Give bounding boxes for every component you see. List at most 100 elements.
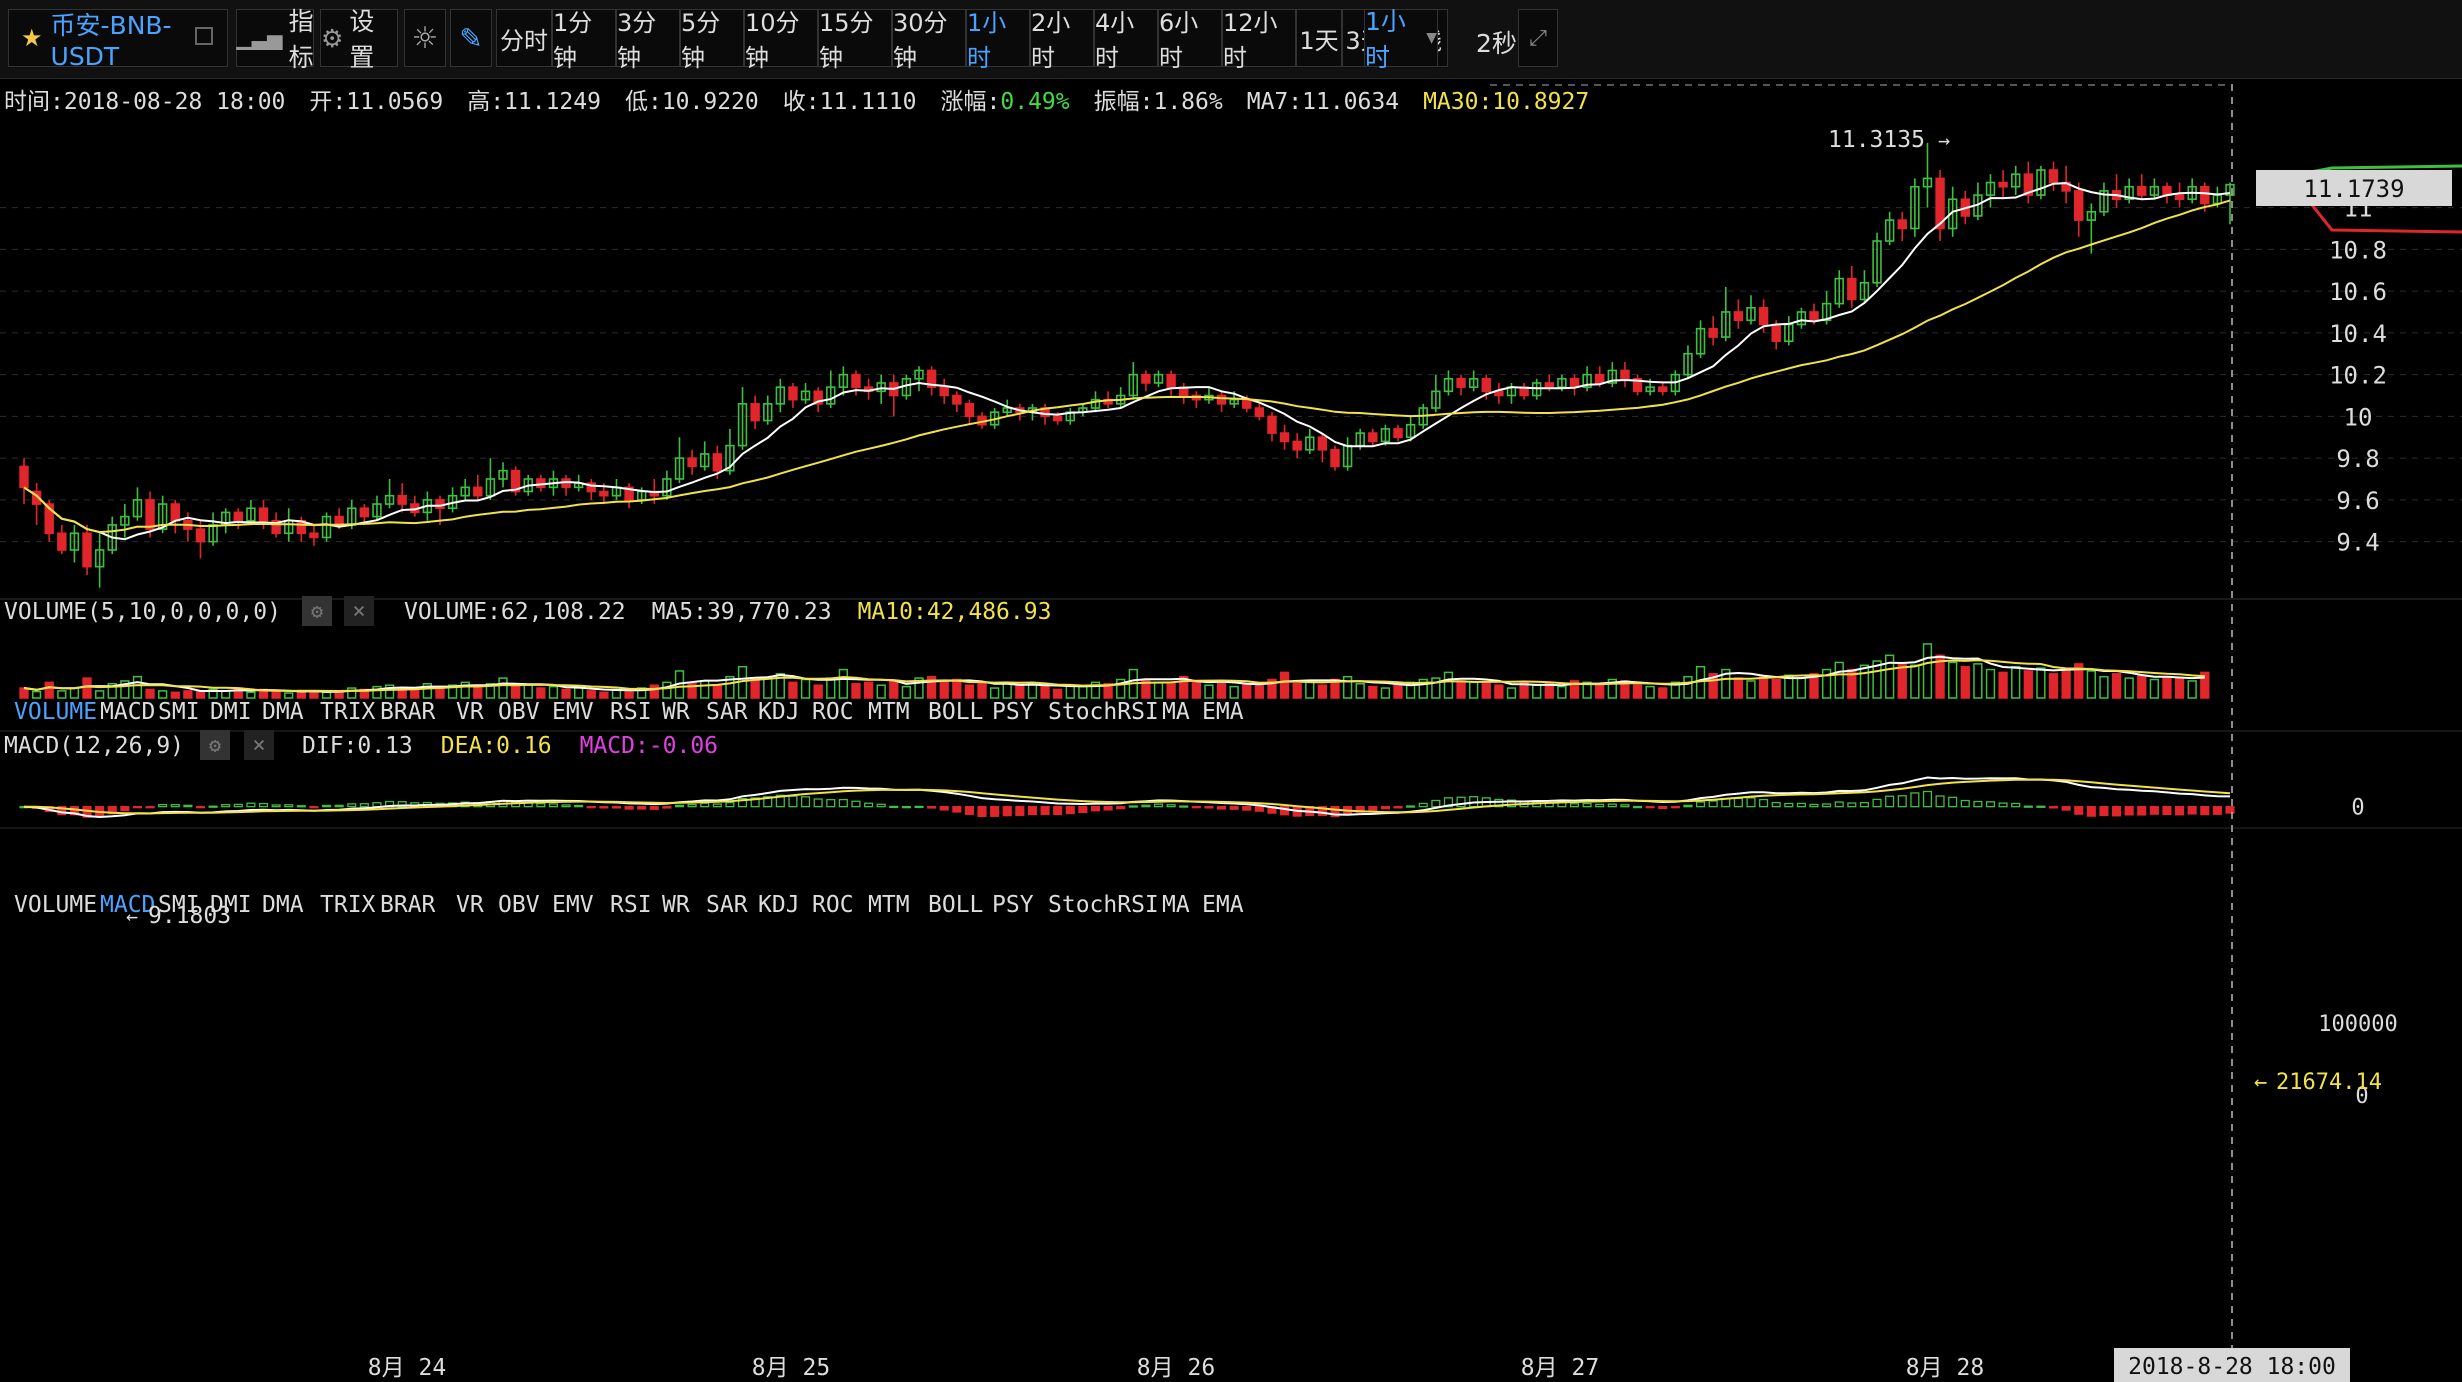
macd-tab-macd[interactable]: MACD bbox=[100, 892, 155, 918]
period-tab-3[interactable]: 5分钟 bbox=[680, 9, 744, 72]
macd-tab-obv[interactable]: OBV bbox=[498, 892, 540, 918]
candle-112 bbox=[1431, 390, 1441, 409]
volume-bar-91 bbox=[1166, 683, 1176, 699]
vol-tab-vr[interactable]: VR bbox=[456, 699, 484, 725]
macd-tab-dma[interactable]: DMA bbox=[262, 892, 304, 918]
volume-bar-163 bbox=[2074, 663, 2084, 699]
volume-bar-31 bbox=[410, 688, 420, 699]
vol-tab-mtm[interactable]: MTM bbox=[868, 699, 910, 725]
macd-tab-dmi[interactable]: DMI bbox=[210, 892, 252, 918]
candle-2 bbox=[44, 503, 54, 535]
macd-bar-84 bbox=[1078, 806, 1088, 813]
vol-tab-ma[interactable]: MA bbox=[1162, 699, 1190, 725]
macd-tab-wr[interactable]: WR bbox=[662, 892, 690, 918]
period-tab-5[interactable]: 15分钟 bbox=[818, 9, 892, 72]
macd-tab-psy[interactable]: PSY bbox=[992, 892, 1034, 918]
period-tab-11[interactable]: 12小时 bbox=[1222, 9, 1296, 72]
theme-toggle-button[interactable]: ☼ bbox=[404, 9, 446, 67]
volume-bar-10 bbox=[145, 688, 155, 699]
vol-tab-dmi[interactable]: DMI bbox=[210, 699, 252, 725]
macd-tab-trix[interactable]: TRIX bbox=[320, 892, 376, 918]
period-tab-12[interactable]: 1天 bbox=[1296, 9, 1342, 67]
macd-tab-sar[interactable]: SAR bbox=[706, 892, 748, 918]
macd-tab-brar[interactable]: BRAR bbox=[380, 892, 436, 918]
candle-99 bbox=[1267, 415, 1277, 434]
vol-tab-psy[interactable]: PSY bbox=[992, 699, 1034, 725]
candle-4 bbox=[69, 532, 80, 551]
time-tick-3: 8月 27 bbox=[1521, 1355, 1599, 1381]
vol-tab-ema[interactable]: EMA bbox=[1202, 699, 1244, 725]
volume-bar-136 bbox=[1733, 677, 1744, 699]
draw-tool-button[interactable]: ✎ bbox=[450, 9, 492, 67]
volume-close-icon[interactable]: × bbox=[344, 596, 374, 626]
indicator-button[interactable]: ▁▃▅ 指标 bbox=[236, 7, 314, 72]
period-tab-0[interactable]: 分时 bbox=[496, 9, 552, 67]
macd-bar-153 bbox=[1948, 796, 1958, 808]
period-tab-4[interactable]: 10分钟 bbox=[744, 9, 818, 72]
period-tab-8[interactable]: 2小时 bbox=[1030, 9, 1094, 72]
volume-bar-161 bbox=[2048, 673, 2059, 699]
volume-bar-85 bbox=[1090, 681, 1101, 699]
star-icon[interactable]: ★ bbox=[21, 24, 43, 52]
macd-tab-mtm[interactable]: MTM bbox=[868, 892, 910, 918]
settings-button[interactable]: ⚙ 设置 bbox=[320, 7, 398, 72]
macd-tab-rsi[interactable]: RSI bbox=[610, 892, 652, 918]
macd-tab-boll[interactable]: BOLL bbox=[928, 892, 983, 918]
macd-tab-roc[interactable]: ROC bbox=[812, 892, 854, 918]
vol-tab-volume[interactable]: VOLUME bbox=[14, 699, 97, 725]
volume-bar-75 bbox=[964, 684, 975, 699]
popout-icon[interactable] bbox=[195, 27, 213, 45]
period-tab-9[interactable]: 4小时 bbox=[1094, 9, 1158, 72]
vol-tab-dma[interactable]: DMA bbox=[262, 699, 304, 725]
period-tab-10[interactable]: 6小时 bbox=[1158, 9, 1222, 72]
candle-165 bbox=[2099, 190, 2109, 213]
volume-bar-112 bbox=[1431, 677, 1441, 699]
period-tab-7[interactable]: 1小时 bbox=[966, 9, 1030, 72]
macd-tab-vr[interactable]: VR bbox=[456, 892, 484, 918]
volume-bar-150 bbox=[1910, 664, 1920, 699]
fullscreen-button[interactable]: ⤢ bbox=[1518, 9, 1558, 67]
time-tick-1: 8月 25 bbox=[752, 1355, 830, 1381]
vol-tab-brar[interactable]: BRAR bbox=[380, 699, 436, 725]
refresh-interval[interactable]: 2秒 bbox=[1476, 29, 1517, 58]
macd-tab-ema[interactable]: EMA bbox=[1202, 892, 1244, 918]
period-tab-6[interactable]: 30分钟 bbox=[892, 9, 966, 72]
macd-tab-smi[interactable]: SMI bbox=[158, 892, 200, 918]
candle-156 bbox=[1985, 181, 1996, 196]
symbol-selector[interactable]: ★ 币安-BNB-USDT bbox=[8, 9, 228, 71]
vol-tab-stochrsi[interactable]: StochRSI bbox=[1048, 699, 1159, 725]
macd-tab-emv[interactable]: EMV bbox=[552, 892, 594, 918]
period-dropdown[interactable]: 1小时 ▼ bbox=[1364, 7, 1438, 72]
volume-settings-icon[interactable]: ⚙ bbox=[302, 596, 332, 626]
macd-tab-stochrsi[interactable]: StochRSI bbox=[1048, 892, 1159, 918]
vol-tab-sar[interactable]: SAR bbox=[706, 699, 748, 725]
vol-tab-rsi[interactable]: RSI bbox=[610, 699, 652, 725]
vol-tab-boll[interactable]: BOLL bbox=[928, 699, 983, 725]
macd-tab-volume[interactable]: VOLUME bbox=[14, 892, 97, 918]
period-tab-2[interactable]: 3分钟 bbox=[616, 9, 680, 72]
macd-tab-ma[interactable]: MA bbox=[1162, 892, 1190, 918]
vol-tab-kdj[interactable]: KDJ bbox=[758, 699, 800, 725]
vol-tab-emv[interactable]: EMV bbox=[552, 699, 594, 725]
candle-97 bbox=[1242, 398, 1252, 409]
macd-bar-158 bbox=[2011, 802, 2021, 808]
vol-tab-obv[interactable]: OBV bbox=[498, 699, 540, 725]
macd-bar-162 bbox=[2061, 806, 2071, 811]
macd-bar-69 bbox=[889, 805, 899, 809]
vol-tab-wr[interactable]: WR bbox=[662, 699, 690, 725]
macd-close-icon[interactable]: × bbox=[244, 730, 274, 760]
macd-settings-icon[interactable]: ⚙ bbox=[200, 730, 230, 760]
candle-65 bbox=[838, 373, 849, 388]
vol-tab-macd[interactable]: MACD bbox=[100, 699, 155, 725]
volume-bar-54 bbox=[700, 680, 710, 699]
volume-bar-39 bbox=[510, 685, 521, 699]
vol-tab-trix[interactable]: TRIX bbox=[320, 699, 376, 725]
candle-51 bbox=[662, 478, 672, 497]
macd-tab-kdj[interactable]: KDJ bbox=[758, 892, 800, 918]
volume-bar-165 bbox=[2099, 675, 2109, 699]
vol-tab-roc[interactable]: ROC bbox=[812, 699, 854, 725]
period-tab-1[interactable]: 1分钟 bbox=[552, 9, 616, 72]
candle-116 bbox=[1481, 377, 1491, 393]
vol-tab-smi[interactable]: SMI bbox=[158, 699, 200, 725]
